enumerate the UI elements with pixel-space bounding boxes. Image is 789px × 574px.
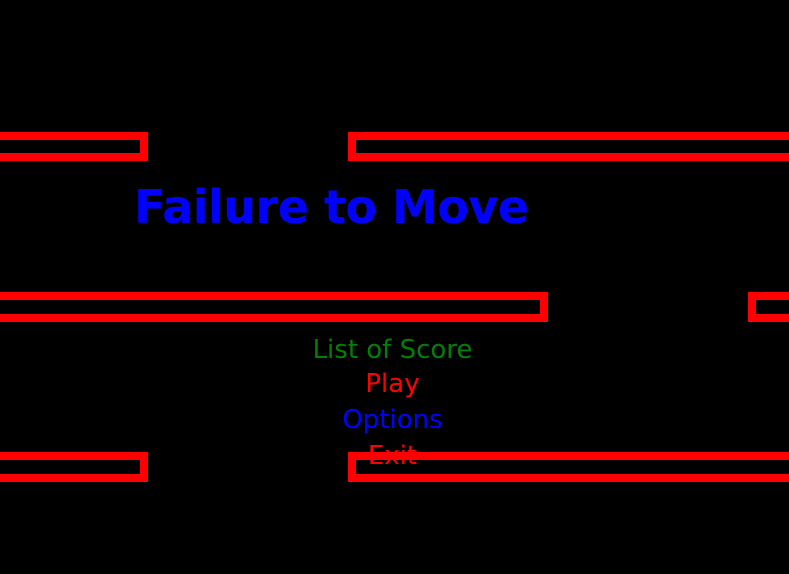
wall-bar-middle-left xyxy=(0,292,548,322)
menu-item-list-of-score[interactable]: List of Score xyxy=(312,335,473,365)
game-title: Failure to Move xyxy=(134,180,529,234)
menu-item-options[interactable]: Options xyxy=(342,405,443,435)
wall-bar-top-left xyxy=(0,132,148,161)
wall-bar-bottom-left xyxy=(0,452,148,482)
wall-bar-middle-right xyxy=(748,292,789,322)
wall-bar-bottom-right xyxy=(348,452,789,482)
wall-bar-top-right xyxy=(348,132,789,161)
menu-item-exit[interactable]: Exit xyxy=(367,441,418,471)
menu-item-play[interactable]: Play xyxy=(365,369,420,399)
